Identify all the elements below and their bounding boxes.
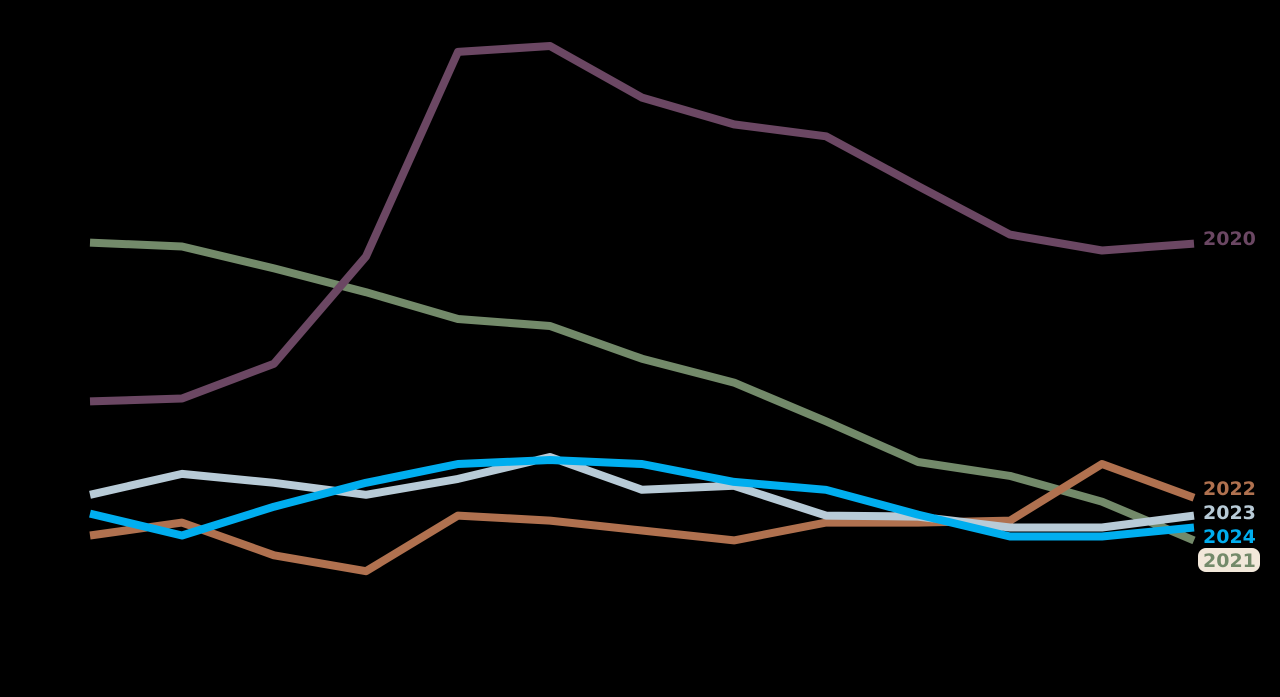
series-labels: 2020 2022 2023 2024 2021 bbox=[1198, 228, 1260, 572]
series-line-2022 bbox=[89, 460, 1196, 576]
label-2020: 2020 bbox=[1203, 228, 1256, 250]
series-line-2021 bbox=[89, 238, 1196, 545]
label-2024: 2024 bbox=[1203, 526, 1256, 548]
series-line-2024 bbox=[89, 456, 1195, 541]
label-2022: 2022 bbox=[1203, 478, 1256, 500]
label-2021: 2021 bbox=[1203, 550, 1256, 572]
label-2023: 2023 bbox=[1203, 502, 1256, 524]
series-line-2020 bbox=[89, 42, 1195, 406]
series-lines bbox=[89, 42, 1196, 576]
series-line-2023 bbox=[89, 453, 1195, 532]
label-2021-background bbox=[1198, 548, 1260, 572]
